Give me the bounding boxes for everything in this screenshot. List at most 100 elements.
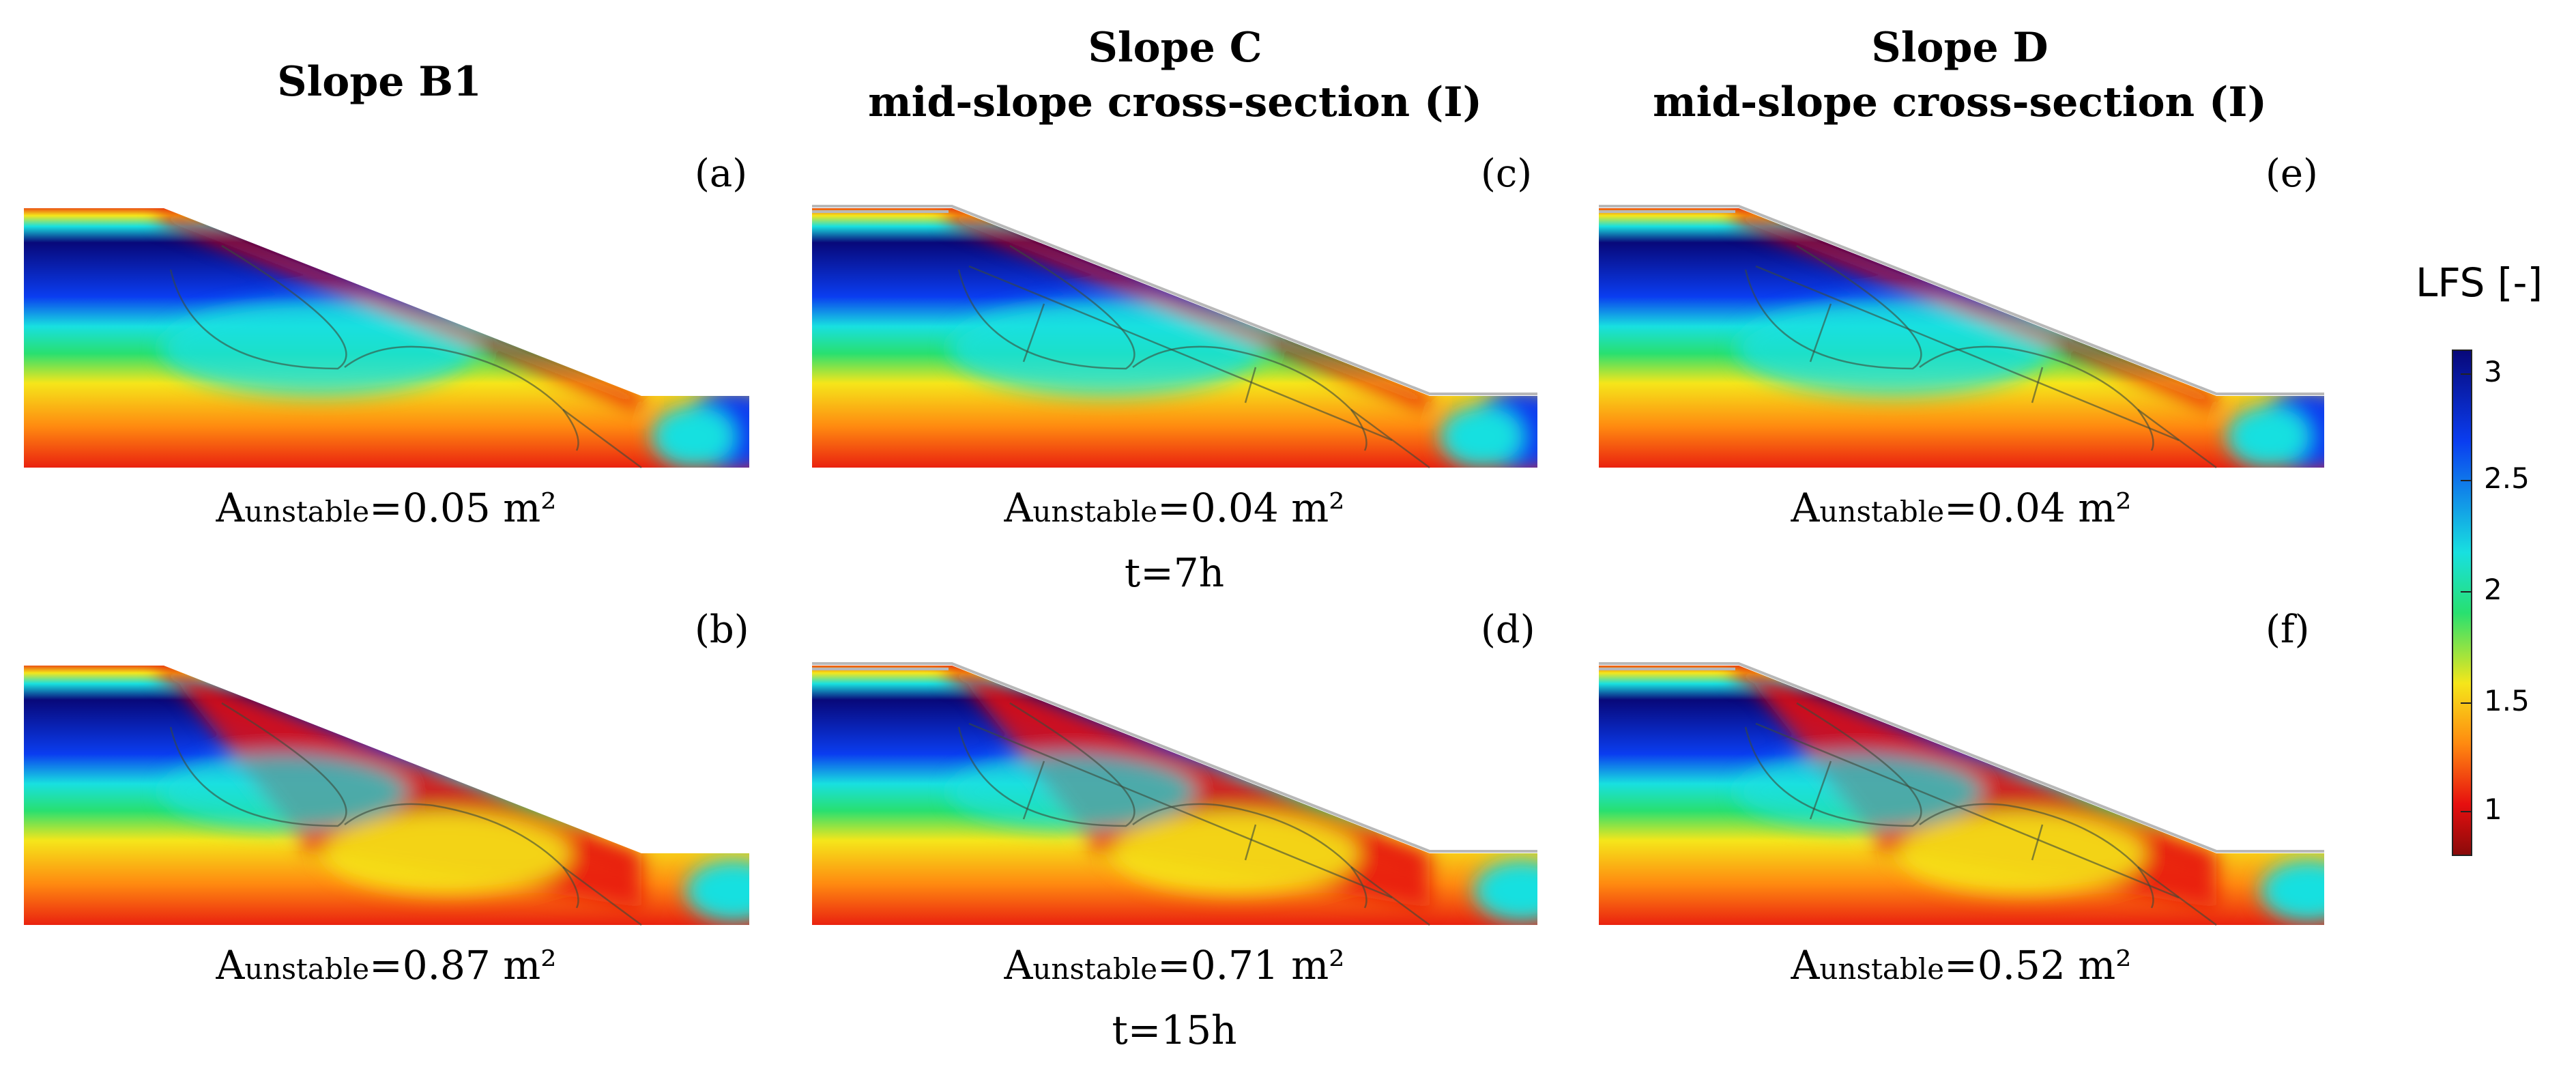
- slip-cyan-zone: [949, 300, 1262, 396]
- panel-label-b: (b): [695, 608, 749, 652]
- area-value: =0.04 m²: [1944, 485, 2132, 531]
- colorbar-tick-label: 1.5: [2484, 684, 2530, 717]
- surface-red-band: [157, 666, 641, 867]
- slip-surface-upper: [957, 244, 1135, 370]
- lfs-detail-layer: [157, 208, 749, 468]
- slip-cyan-zone: [160, 754, 406, 829]
- lfs-detail-layer: [157, 666, 749, 922]
- column-title-slope-b1: Slope B1: [4, 55, 755, 109]
- area-caption-a: Aunstable=0.05 m²: [11, 485, 762, 531]
- colorbar-tick-mark: [2461, 702, 2471, 704]
- column-title-line1: Slope C: [1088, 24, 1262, 72]
- colorbar-tick-label: 2: [2484, 573, 2502, 606]
- surface-red-band: [945, 666, 1430, 867]
- slope-panel-e: [1599, 205, 2324, 469]
- slip-surface-toe: [2137, 408, 2217, 469]
- surface-red-band: [1732, 208, 2216, 410]
- slip-cyan-zone: [1735, 754, 1981, 829]
- slip-surface-lower: [344, 803, 579, 909]
- slip-surface-toe: [1350, 408, 1430, 469]
- area-caption-e: Aunstable=0.04 m²: [1586, 485, 2336, 531]
- surface-red-band: [1732, 666, 2216, 867]
- slip-cyan-zone: [949, 754, 1194, 829]
- lfs-field: [812, 208, 1537, 468]
- column-title-slope-d: Slope D mid-slope cross-section (I): [1584, 20, 2335, 130]
- time-label-top: t=7h: [1124, 550, 1225, 596]
- area-value: =0.87 m²: [369, 942, 557, 988]
- panel-label-f: (f): [2266, 608, 2310, 652]
- slip-yellow-zone: [324, 812, 570, 894]
- colorbar-gradient: [2452, 350, 2472, 856]
- toe-transition-zone: [1474, 860, 1537, 922]
- colorbar-tick-mark: [2461, 811, 2471, 812]
- lfs-detail-layer: [945, 208, 1537, 468]
- layer-boundary-line: [1755, 722, 2180, 899]
- panel-label-c: (c): [1481, 152, 1533, 196]
- colorbar-tick-label: 3: [2484, 355, 2502, 388]
- surface-red-band: [157, 208, 641, 410]
- section-divider-line: [2031, 367, 2044, 403]
- surface-cover-layer: [812, 662, 1537, 853]
- lfs-field: [1599, 666, 2324, 925]
- slope-panel-d: [812, 662, 1537, 926]
- area-value: =0.71 m²: [1157, 942, 1345, 988]
- area-symbol: A: [1791, 485, 1820, 531]
- panel-label-a: (a): [695, 152, 748, 196]
- slip-cyan-zone: [1735, 300, 2049, 396]
- colorbar-tick-mark: [2461, 373, 2471, 375]
- slope-panel-b: [24, 666, 749, 926]
- area-value: =0.05 m²: [369, 485, 557, 531]
- slip-surface-upper: [957, 702, 1135, 827]
- area-symbol: A: [1004, 942, 1033, 988]
- area-symbol: A: [1791, 942, 1820, 988]
- panel-label-e: (e): [2266, 152, 2318, 196]
- colorbar-tick-mark: [2461, 480, 2471, 481]
- slip-cyan-zone: [160, 300, 474, 396]
- area-caption-c: Aunstable=0.04 m²: [799, 485, 1550, 531]
- toe-transition-zone: [652, 406, 734, 468]
- colorbar-tick-label: 1: [2484, 793, 2502, 826]
- section-divider-line: [1244, 367, 1257, 403]
- slip-surface-upper: [169, 702, 347, 827]
- area-symbol: A: [1004, 485, 1033, 531]
- area-symbol: A: [216, 485, 245, 531]
- column-title-line2: mid-slope cross-section (I): [1653, 79, 2267, 126]
- slip-surface-toe: [1350, 866, 1430, 926]
- section-divider-line: [1022, 760, 1045, 820]
- lfs-field: [1599, 208, 2324, 468]
- slip-surface-upper: [1744, 702, 1922, 827]
- column-title-line1: Slope D: [1871, 24, 2049, 72]
- column-title-line2: mid-slope cross-section (I): [868, 79, 1482, 126]
- slope-panel-a: [24, 208, 749, 469]
- section-divider-line: [1022, 303, 1045, 362]
- layer-boundary-line: [968, 265, 1393, 442]
- area-subscript: unstable: [244, 495, 370, 528]
- slip-surface-toe: [2137, 866, 2217, 926]
- slip-surface-toe: [562, 866, 642, 926]
- slip-surface-upper: [1744, 244, 1922, 370]
- area-subscript: unstable: [1819, 495, 1945, 528]
- surface-cover-layer: [1599, 662, 2324, 853]
- slip-surface-upper: [169, 244, 347, 370]
- colorbar-tick-mark: [2461, 591, 2471, 593]
- lfs-field: [812, 666, 1537, 925]
- column-title-slope-c: Slope C mid-slope cross-section (I): [800, 20, 1550, 130]
- area-caption-f: Aunstable=0.52 m²: [1586, 942, 2336, 988]
- section-divider-line: [1809, 760, 1832, 820]
- lfs-detail-layer: [1732, 208, 2324, 468]
- surface-cover-layer: [812, 205, 1537, 395]
- slip-surface-lower: [344, 345, 579, 451]
- time-label-bottom: t=15h: [1112, 1007, 1237, 1053]
- area-subscript: unstable: [244, 952, 370, 986]
- layer-boundary-line: [1755, 265, 2180, 442]
- slip-yellow-zone: [1112, 812, 1358, 894]
- colorbar-tick-label: 2.5: [2484, 461, 2530, 495]
- area-value: =0.04 m²: [1157, 485, 1345, 531]
- layer-boundary-line: [968, 722, 1393, 899]
- area-subscript: unstable: [1819, 952, 1945, 986]
- area-subscript: unstable: [1032, 495, 1158, 528]
- area-subscript: unstable: [1032, 952, 1158, 986]
- slip-surface-toe: [562, 408, 642, 469]
- lfs-detail-layer: [1732, 666, 2324, 922]
- area-caption-d: Aunstable=0.71 m²: [799, 942, 1550, 988]
